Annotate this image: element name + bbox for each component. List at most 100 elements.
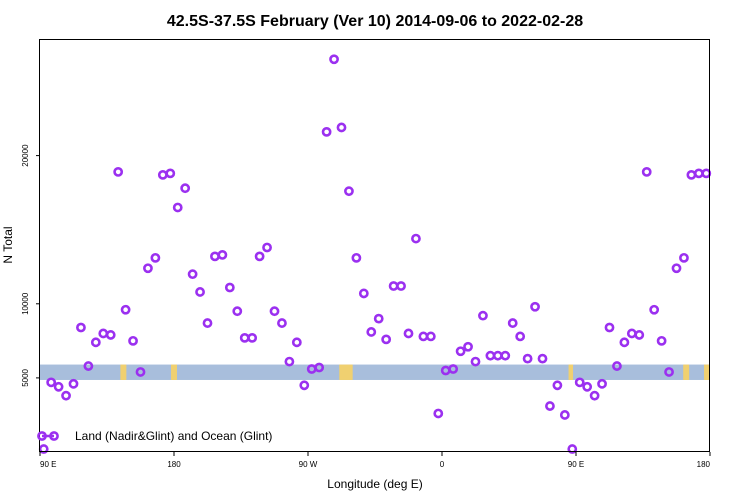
data-point	[68, 378, 79, 389]
data-point	[515, 331, 526, 342]
x-tick-label: 90 W	[299, 460, 318, 469]
data-point	[411, 233, 421, 244]
data-point	[507, 318, 518, 328]
data-point	[46, 377, 57, 388]
x-tick-label: 0	[440, 460, 445, 469]
data-point	[381, 334, 392, 345]
data-point	[373, 313, 384, 324]
data-point	[232, 306, 243, 317]
data-point	[358, 288, 369, 299]
data-point	[254, 251, 265, 262]
x-axis-label: Longitude (deg E)	[327, 477, 422, 491]
data-point	[344, 186, 354, 197]
data-point	[224, 282, 235, 293]
data-point	[545, 401, 555, 411]
land-segment	[171, 364, 177, 380]
data-point	[76, 322, 86, 333]
data-point	[61, 390, 71, 401]
data-point	[172, 202, 183, 213]
data-point	[433, 408, 444, 419]
data-point	[478, 310, 488, 321]
data-point	[693, 168, 704, 179]
data-point	[656, 335, 667, 346]
data-point	[604, 322, 615, 333]
data-point	[396, 281, 406, 291]
land-segment	[568, 364, 574, 380]
data-point	[165, 168, 176, 179]
y-tick-label: 10000	[21, 292, 30, 315]
data-point	[314, 362, 325, 373]
data-point	[619, 337, 630, 348]
data-point	[239, 332, 250, 343]
x-axis: 90 E 180 90 W 0 90 E 180	[39, 452, 711, 469]
data-point	[649, 304, 660, 315]
plot-frame	[39, 39, 710, 452]
data-point	[567, 444, 578, 454]
data-point	[701, 168, 712, 179]
data-point	[403, 328, 414, 339]
data-point	[634, 330, 645, 340]
data-point	[269, 306, 280, 317]
data-point	[150, 252, 161, 263]
y-axis-label: N Total	[1, 226, 15, 263]
x-tick-label: 180	[697, 460, 711, 469]
plot-area	[38, 54, 712, 454]
data-point	[418, 331, 429, 342]
data-point	[552, 380, 563, 391]
data-point	[612, 361, 622, 371]
data-point	[195, 287, 205, 297]
data-point	[284, 356, 295, 367]
data-point	[589, 390, 600, 401]
data-point	[53, 381, 64, 392]
y-axis: 5000 10000 20000	[21, 144, 40, 387]
data-point	[277, 318, 287, 328]
legend-marker	[37, 431, 47, 441]
land-segment	[683, 364, 690, 380]
ocean-band	[40, 364, 710, 380]
data-point	[485, 350, 496, 361]
data-point	[321, 126, 332, 137]
land-segment	[120, 364, 127, 380]
data-point	[113, 166, 124, 177]
data-point	[597, 378, 607, 389]
legend: Land (Nadir&Glint) and Ocean (Glint)	[37, 429, 272, 443]
data-point	[626, 328, 637, 339]
data-point	[180, 183, 191, 194]
y-tick-label: 5000	[21, 368, 30, 386]
data-point	[537, 353, 548, 364]
land-segment	[704, 364, 710, 380]
data-point	[641, 166, 652, 177]
data-point	[664, 367, 674, 377]
data-point	[210, 251, 220, 262]
data-point	[336, 122, 347, 133]
data-point	[217, 249, 228, 260]
data-point	[366, 327, 377, 337]
data-point	[530, 301, 540, 312]
data-point	[448, 364, 459, 374]
data-point	[329, 54, 339, 65]
data-point	[492, 350, 503, 361]
data-point	[470, 356, 481, 367]
data-point	[187, 269, 198, 280]
data-point	[135, 367, 146, 377]
data-point	[291, 337, 302, 348]
data-point	[388, 281, 399, 291]
data-point	[105, 330, 116, 340]
legend-label: Land (Nadir&Glint) and Ocean (Glint)	[75, 429, 272, 443]
data-point	[120, 304, 131, 315]
land-segment	[339, 364, 353, 380]
data-point	[143, 263, 153, 274]
data-point	[522, 353, 533, 364]
x-tick-label: 180	[167, 460, 181, 469]
x-tick-label: 90 E	[40, 460, 56, 469]
data-point	[90, 337, 101, 348]
data-point	[128, 335, 138, 346]
legend-marker	[49, 431, 59, 441]
data-point	[425, 331, 436, 342]
data-point	[247, 332, 258, 343]
x-tick-label: 90 E	[568, 460, 584, 469]
data-point	[202, 318, 213, 328]
data-point	[83, 361, 94, 371]
data-point	[463, 341, 473, 352]
chart-title: 42.5S-37.5S February (Ver 10) 2014-09-06…	[167, 13, 583, 30]
